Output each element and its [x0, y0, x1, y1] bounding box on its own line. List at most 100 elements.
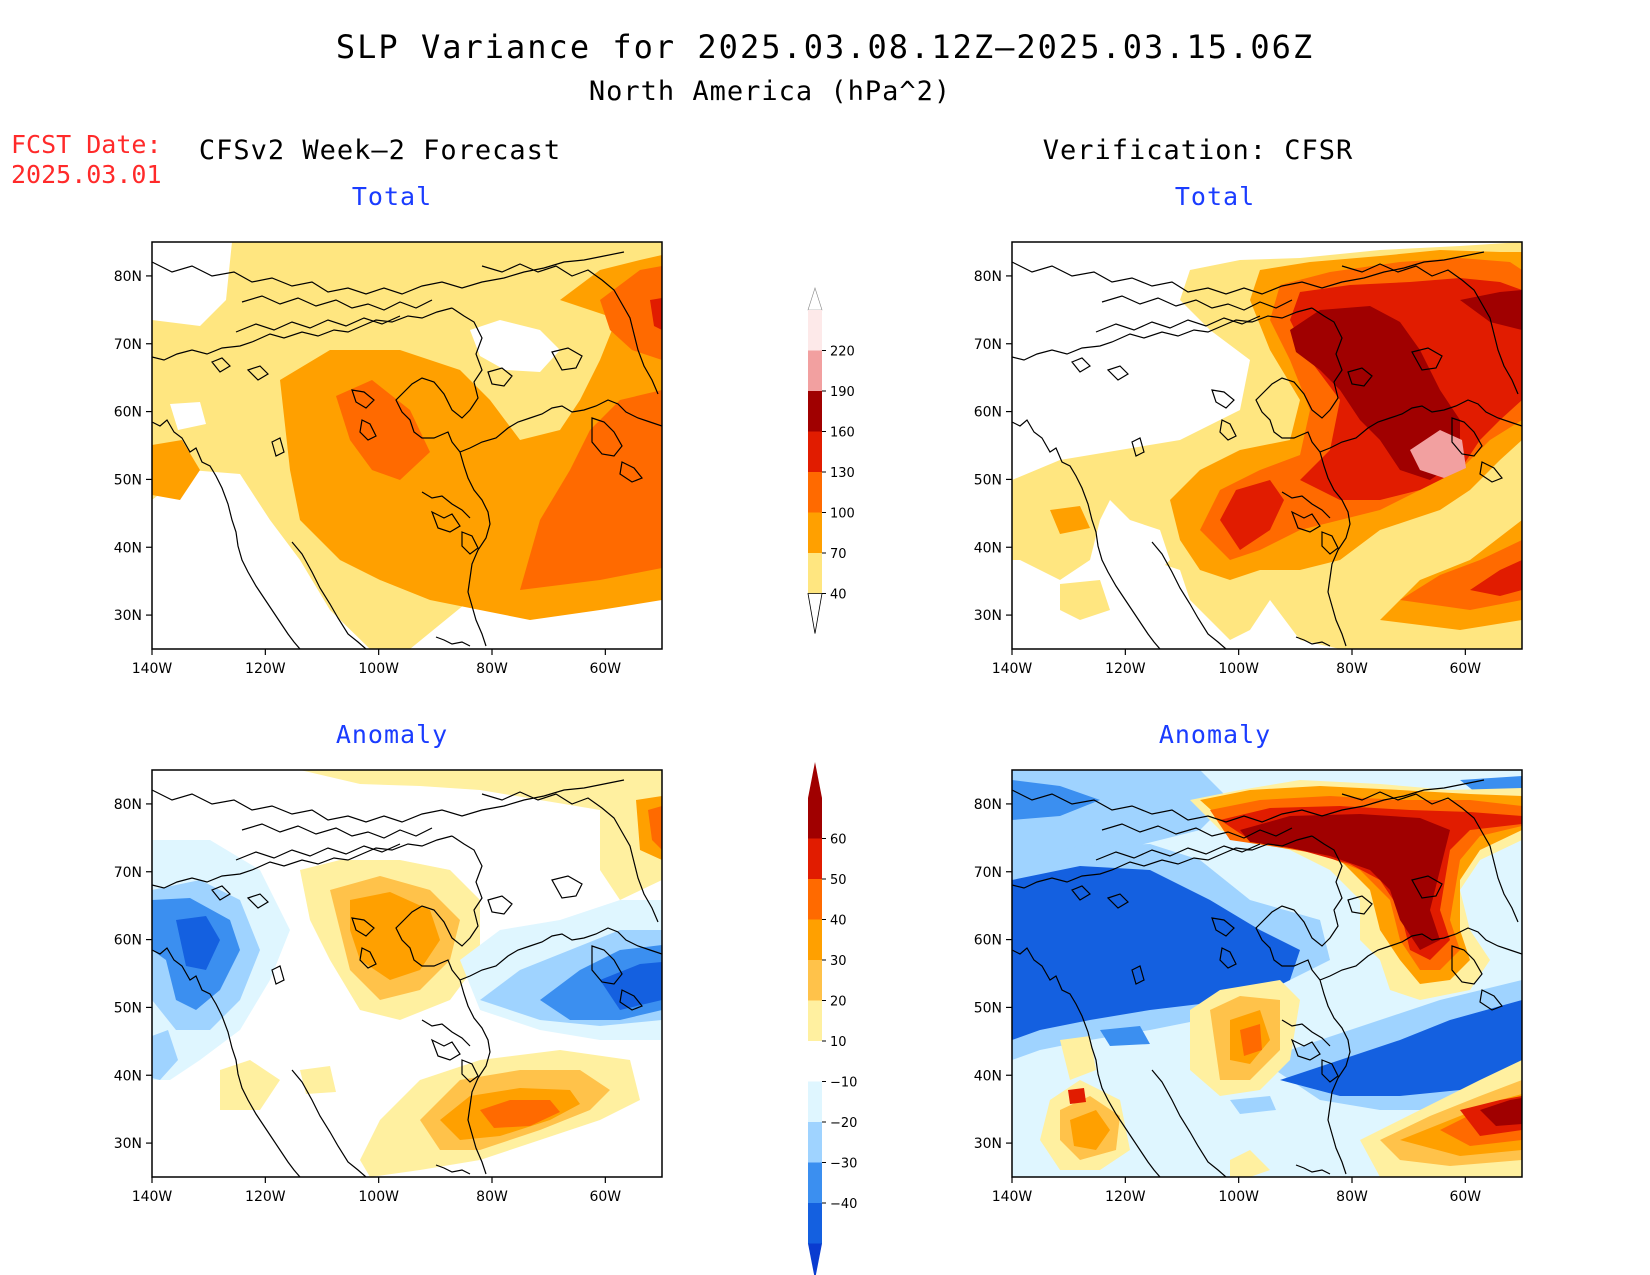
lat-tick-label: 50N	[974, 472, 1002, 488]
colorbar-segment	[808, 1162, 822, 1204]
lat-tick-label: 80N	[114, 269, 142, 285]
lat-tick-label: 80N	[974, 269, 1002, 285]
lat-tick-label: 80N	[974, 797, 1002, 813]
lon-tick-label: 60W	[1449, 1189, 1481, 1205]
lon-tick-label: 80W	[1336, 661, 1368, 677]
lon-tick-label: 120W	[1105, 661, 1146, 677]
colorbar-label: −40	[830, 1197, 857, 1212]
colorbar-bottom-arrow	[807, 593, 823, 634]
lon-tick-label: 80W	[476, 1189, 508, 1205]
colorbar-segment	[808, 960, 822, 1001]
lat-tick-label: 70N	[114, 337, 142, 353]
lon-tick-label: 100W	[1218, 661, 1259, 677]
colorbar-segment	[808, 310, 822, 351]
colorbar-segment	[808, 350, 822, 392]
fcst-label: FCST Date:	[11, 130, 162, 159]
lat-tick-label: 70N	[114, 865, 142, 881]
map-verification-total	[1011, 241, 1523, 650]
lon-tick-label: 100W	[358, 1189, 399, 1205]
lon-tick-label: 140W	[132, 661, 173, 677]
map-forecast-total	[151, 241, 663, 650]
figure-subtitle: North America (hPa^2)	[588, 76, 952, 107]
lat-tick-label: 60N	[974, 405, 1002, 421]
fcst-date: 2025.03.01	[11, 160, 162, 189]
colorbar-segment	[808, 1000, 822, 1042]
colorbar-label: 100	[830, 507, 855, 522]
colorbar-segment	[808, 1041, 822, 1082]
lat-tick-label: 40N	[974, 540, 1002, 556]
colorbar-label: 20	[830, 995, 847, 1010]
colorbar-segment	[808, 472, 822, 513]
map-verification-anomaly	[1011, 769, 1523, 1178]
lat-tick-label: 40N	[114, 1068, 142, 1084]
colorbar-label: 190	[830, 385, 855, 400]
colorbar-segment	[808, 879, 822, 920]
lat-tick-label: 50N	[114, 1000, 142, 1016]
lon-tick-label: 140W	[132, 1189, 173, 1205]
lon-tick-label: 60W	[589, 661, 621, 677]
colorbar-segment	[808, 838, 822, 880]
colorbar-anomaly: 60 50 40 30 20 10 −10 −20 −30 −40	[808, 762, 857, 1275]
lon-tick-label: 80W	[1336, 1189, 1368, 1205]
lat-tick-label: 50N	[114, 472, 142, 488]
lon-tick-label: 120W	[1105, 1189, 1146, 1205]
panel-title-verification-total: Total	[1174, 182, 1256, 211]
lat-tick-label: 30N	[974, 1136, 1002, 1152]
colorbar-segment	[808, 1081, 822, 1123]
lat-tick-label: 70N	[974, 865, 1002, 881]
colorbar-label: 50	[830, 873, 847, 888]
colorbar-label: 220	[830, 345, 855, 360]
lat-tick-label: 50N	[974, 1000, 1002, 1016]
lat-tick-label: 30N	[114, 608, 142, 624]
colorbar-segment	[808, 431, 822, 473]
lat-tick-label: 40N	[974, 1068, 1002, 1084]
axes-layer: 140W 120W 100W 80W 60W 80N 70N 60N 50N 40N 30N 140W…	[114, 269, 1482, 1205]
colorbar-label: 60	[830, 833, 847, 848]
colorbar-segment	[808, 798, 822, 839]
map-forecast-anomaly	[151, 769, 663, 1178]
colorbar-segment	[808, 1203, 822, 1244]
colorbar-label: 130	[830, 466, 855, 481]
lat-tick-label: 30N	[974, 608, 1002, 624]
colorbar-segment	[808, 553, 822, 594]
colorbar-segment	[808, 391, 822, 432]
figure-title: SLP Variance for 2025.03.08.12Z–2025.03.…	[335, 28, 1315, 66]
lat-tick-label: 60N	[114, 933, 142, 949]
colorbar-label: 160	[830, 426, 855, 441]
colorbar-segment	[808, 512, 822, 554]
colorbar-label: −10	[830, 1076, 857, 1091]
lat-tick-label: 70N	[974, 337, 1002, 353]
lon-tick-label: 100W	[358, 661, 399, 677]
left-column-title: CFSv2 Week–2 Forecast	[198, 135, 562, 166]
colorbar-bottom-arrow	[808, 1243, 822, 1275]
lon-tick-label: 140W	[992, 661, 1033, 677]
colorbar-label: −20	[830, 1116, 857, 1131]
lat-tick-label: 80N	[114, 797, 142, 813]
colorbar-label: 40	[830, 914, 847, 929]
colorbar-segment	[808, 1122, 822, 1163]
lon-tick-label: 80W	[476, 661, 508, 677]
fcst-date-label: FCST Date: 2025.03.01	[11, 130, 162, 190]
lat-tick-label: 30N	[114, 1136, 142, 1152]
lon-tick-label: 60W	[1449, 661, 1481, 677]
colorbar-label: 10	[830, 1035, 847, 1050]
lat-tick-label: 60N	[114, 405, 142, 421]
lon-tick-label: 120W	[245, 661, 286, 677]
lat-tick-label: 40N	[114, 540, 142, 556]
lon-tick-label: 120W	[245, 1189, 286, 1205]
lon-tick-label: 60W	[589, 1189, 621, 1205]
panel-title-forecast-anomaly: Anomaly	[335, 720, 449, 749]
colorbar-label: −30	[830, 1157, 857, 1172]
lat-tick-label: 60N	[974, 933, 1002, 949]
panel-title-verification-anomaly: Anomaly	[1158, 720, 1272, 749]
colorbar-total: 220 190 160 130 100 70 40	[807, 287, 855, 634]
panel-title-forecast-total: Total	[351, 182, 433, 211]
lon-tick-label: 140W	[992, 1189, 1033, 1205]
colorbar-label: 70	[830, 547, 847, 562]
lon-tick-label: 100W	[1218, 1189, 1259, 1205]
colorbar-segment	[808, 919, 822, 961]
colorbar-top-arrow	[808, 762, 822, 798]
colorbar-label: 40	[830, 588, 847, 603]
colorbar-label: 30	[830, 954, 847, 969]
